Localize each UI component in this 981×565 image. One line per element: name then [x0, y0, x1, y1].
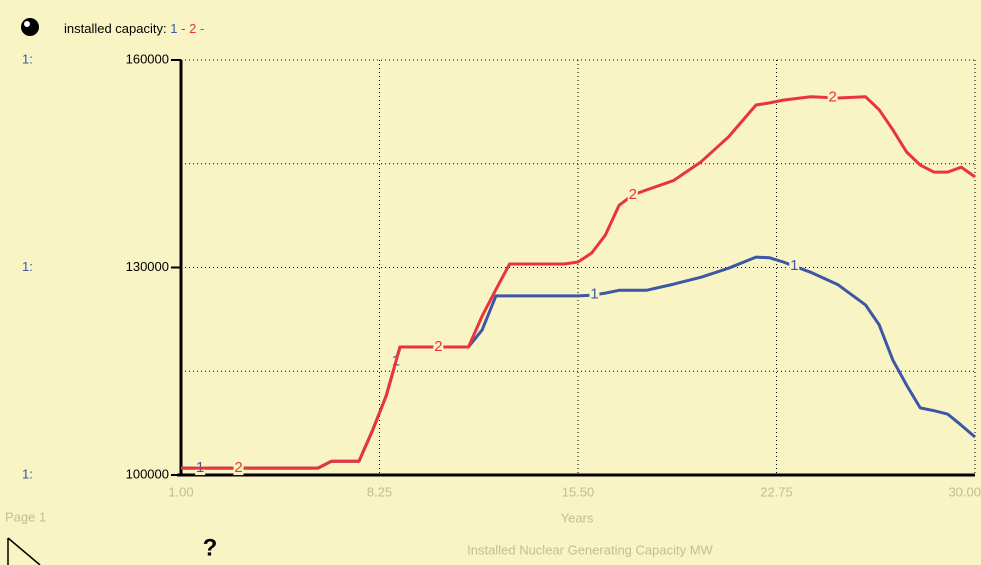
- legend-separator: -: [181, 21, 185, 36]
- line-label: 2: [434, 338, 442, 355]
- line-label-bg: [433, 340, 444, 355]
- help-button[interactable]: ?: [203, 534, 218, 561]
- scale-label: 1:: [22, 466, 33, 481]
- legend-entry: 1: [170, 21, 177, 36]
- x-tick-label: 8.25: [367, 484, 392, 499]
- scale-label: 1:: [22, 51, 33, 66]
- plot: 100000 1: 130000 1: 160000 1: 1.00 8.25 15.50 22.…: [22, 51, 981, 499]
- x-tick-label: 30.00: [948, 484, 981, 499]
- legend-title: installed capacity:: [64, 21, 167, 36]
- legend-separator: -: [200, 21, 204, 36]
- line-label-bg: [627, 187, 638, 202]
- scale-label: 1:: [22, 259, 33, 274]
- line-label: 2: [828, 89, 836, 106]
- y-axis-label: Installed Nuclear Generating Capacity MW: [467, 542, 713, 557]
- line-label: 2: [234, 459, 242, 476]
- line-label-bg: [233, 461, 244, 476]
- y-tick-label: 100000: [126, 466, 169, 481]
- line-label: 1: [590, 286, 598, 303]
- y-tick-label: 130000: [126, 259, 169, 274]
- page-turn-icon[interactable]: [7, 537, 41, 565]
- page-label: Page 1: [5, 509, 46, 524]
- line-label-bg: [589, 287, 600, 302]
- x-tick-label: 15.50: [562, 484, 595, 499]
- line: [181, 95, 976, 470]
- graph-icon: [21, 18, 39, 36]
- x-axis-label: Years: [561, 510, 594, 525]
- line-label-bg: [789, 259, 800, 274]
- legend: installed capacity: 1 - 2 -: [64, 21, 204, 36]
- x-tick-label: 1.00: [168, 484, 193, 499]
- line-label: 2: [629, 186, 637, 203]
- y-tick-label: 160000: [126, 51, 169, 66]
- x-tick-label: 22.75: [760, 484, 793, 499]
- legend-entry: 2: [189, 21, 196, 36]
- line-label: 1: [790, 257, 798, 274]
- line-label-bg: [827, 90, 838, 105]
